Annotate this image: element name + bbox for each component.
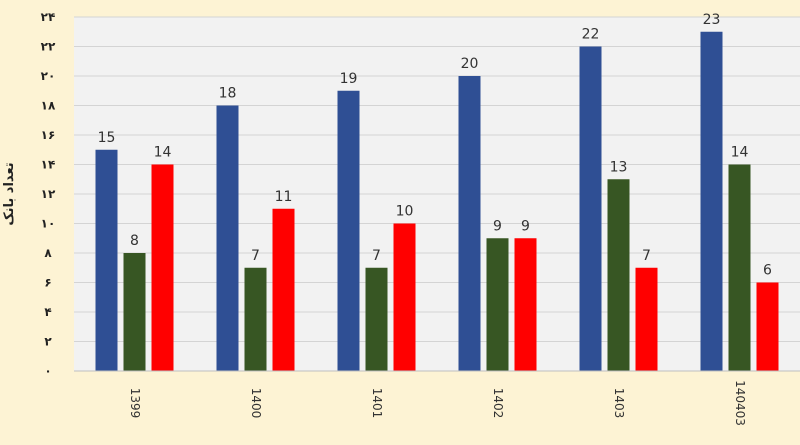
bar bbox=[700, 31, 723, 371]
y-tick-label: ۱۸ bbox=[41, 99, 56, 113]
bar-value-label: 7 bbox=[372, 248, 381, 264]
bar-value-label: 14 bbox=[731, 145, 749, 161]
x-tick-label: 1399 bbox=[128, 388, 142, 419]
bar-value-label: 7 bbox=[642, 248, 651, 264]
bar-value-label: 20 bbox=[461, 56, 479, 72]
data-labels: 15 8 14 18 7 11 19 7 10 20 9 9 22 13 7 23 14 6 bbox=[98, 12, 772, 279]
bar bbox=[151, 164, 174, 371]
bar bbox=[216, 105, 239, 371]
y-axis-title: تعداد بانک bbox=[2, 162, 17, 225]
x-tick-label: 1402 bbox=[491, 388, 505, 419]
bar-value-label: 14 bbox=[154, 145, 172, 161]
bar bbox=[635, 267, 658, 371]
bar-value-label: 8 bbox=[130, 233, 139, 249]
bar bbox=[365, 267, 388, 371]
bar-value-label: 19 bbox=[340, 71, 358, 87]
y-tick-label: ۴ bbox=[44, 305, 51, 319]
y-tick-label: ۱۰ bbox=[41, 217, 56, 231]
bar-value-label: 9 bbox=[521, 218, 530, 234]
bar-value-label: 7 bbox=[251, 248, 260, 264]
bar-value-label: 6 bbox=[763, 263, 772, 279]
y-tick-label: ۸ bbox=[44, 246, 52, 260]
x-tick-label: 1403 bbox=[612, 388, 626, 419]
y-tick-label: ۱۶ bbox=[41, 128, 56, 142]
x-tick-label: 1400 bbox=[249, 388, 263, 419]
gridlines bbox=[74, 16, 800, 342]
bar bbox=[393, 223, 416, 371]
y-tick-label: ۲۰ bbox=[41, 69, 56, 83]
bar bbox=[458, 76, 481, 371]
bar bbox=[123, 253, 146, 371]
bar bbox=[728, 164, 751, 371]
bar bbox=[514, 238, 537, 371]
bar bbox=[95, 149, 118, 371]
bar bbox=[272, 208, 295, 371]
bar-value-label: 22 bbox=[582, 27, 600, 43]
bar-value-label: 9 bbox=[493, 218, 502, 234]
bars bbox=[95, 31, 779, 371]
x-tick-label: 1401 bbox=[370, 388, 384, 419]
bar-value-label: 13 bbox=[610, 159, 628, 175]
bar-value-label: 18 bbox=[219, 86, 237, 102]
y-tick-label: ۰ bbox=[44, 364, 51, 378]
bar bbox=[607, 179, 630, 371]
y-tick-label: ۲۲ bbox=[41, 40, 56, 54]
y-tick-label: ۱۴ bbox=[41, 158, 56, 172]
y-tick-label: ۶ bbox=[44, 276, 51, 290]
bar bbox=[337, 90, 360, 371]
bar-value-label: 10 bbox=[396, 204, 414, 220]
bar-value-label: 15 bbox=[98, 130, 116, 146]
y-tick-label: ۲ bbox=[44, 335, 52, 349]
x-axis-ticks: 1399 1400 1401 1402 1403 140403 bbox=[128, 380, 747, 426]
y-tick-label: ۲۴ bbox=[41, 10, 56, 24]
y-tick-label: ۱۲ bbox=[41, 187, 56, 201]
bar bbox=[486, 238, 509, 371]
bar bbox=[756, 282, 779, 371]
bar bbox=[579, 46, 602, 371]
bar-value-label: 23 bbox=[703, 12, 721, 28]
bar-value-label: 11 bbox=[275, 189, 293, 205]
bar bbox=[244, 267, 267, 371]
x-tick-label: 140403 bbox=[733, 380, 747, 426]
